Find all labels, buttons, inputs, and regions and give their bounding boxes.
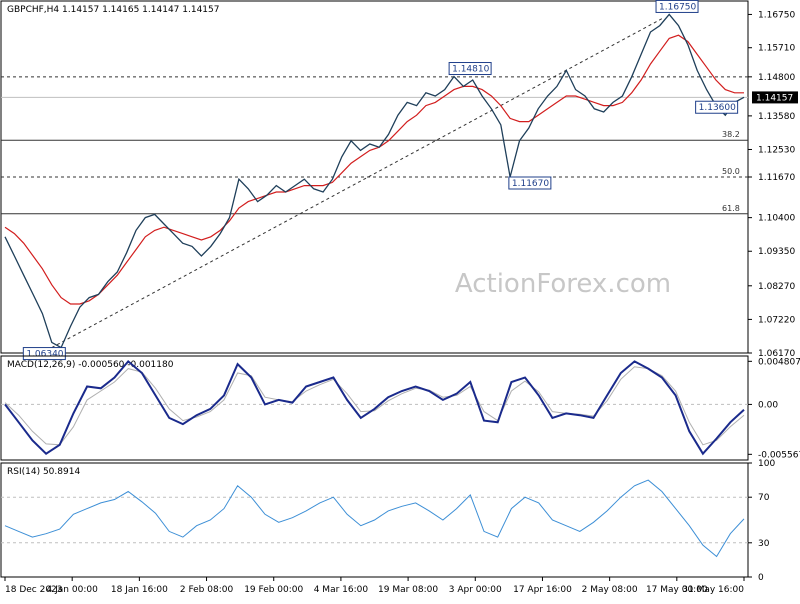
- time-axis-label: 2 May 08:00: [582, 585, 638, 595]
- price-y-tick-label: 1.14800: [758, 73, 795, 83]
- time-axis-label: 2 Feb 08:00: [180, 585, 234, 595]
- swing-label-box: [695, 100, 739, 114]
- price-y-tick-label: 1.12530: [758, 145, 795, 155]
- rsi-frame: [0, 462, 749, 578]
- time-axis-label: 18 Dec 2023: [5, 585, 63, 595]
- macd-line: [4, 359, 745, 456]
- price-title: GBPCHF,H4 1.14157 1.14165 1.14147 1.1415…: [7, 5, 219, 15]
- time-axis-label: 31 May 16:00: [682, 585, 744, 595]
- time-axis-label: 17 Apr 16:00: [513, 585, 572, 595]
- macd-title: MACD(12,26,9) -0.000560 -0.001180: [7, 360, 174, 370]
- price-y-tick-label: 1.10400: [758, 214, 795, 224]
- fib-level-label: 50.0: [722, 167, 740, 176]
- swing-label: 1.11670: [512, 179, 549, 189]
- swing-label-box: [655, 0, 699, 13]
- rsi-line: [4, 479, 745, 558]
- last-price-tag: [752, 91, 798, 104]
- time-axis-label: 3 Apr 00:00: [449, 585, 502, 595]
- swing-label: 1.14810: [452, 65, 489, 75]
- macd-frame: [0, 355, 749, 461]
- rsi-y-tick-label: 0: [758, 573, 764, 583]
- rsi-y-tick-label: 70: [758, 493, 770, 503]
- price-y-tick-label: 1.06170: [758, 349, 795, 359]
- price-y-tick-label: 1.09350: [758, 247, 795, 257]
- swing-label-box: [508, 176, 552, 190]
- time-axis-label: 4 Mar 16:00: [314, 585, 369, 595]
- swing-label-box: [448, 62, 492, 76]
- price-y-tick-label: 1.15710: [758, 44, 795, 54]
- price-y-tick-label: 1.08270: [758, 282, 795, 292]
- swing-label: 1.16750: [659, 2, 696, 12]
- swing-label-box: [22, 347, 66, 361]
- fib-level-label: 38.2: [722, 130, 740, 139]
- macd-panel: MACD(12,26,9) -0.000560 -0.001180 0.00480…: [0, 355, 800, 461]
- price-panel: GBPCHF,H4 1.14157 1.14165 1.14147 1.1415…: [0, 0, 798, 361]
- time-axis-label: 4 Jan 00:00: [47, 585, 99, 595]
- price-y-tick-label: 1.07220: [758, 315, 795, 325]
- rsi-panel: RSI(14) 50.8914 100 70 30 0: [0, 459, 775, 583]
- trend-line: [51, 18, 663, 349]
- fib-level-label: 61.8: [722, 204, 740, 213]
- moving-average-line: [4, 34, 744, 305]
- rsi-y-tick-label: 30: [758, 539, 770, 549]
- time-axis-label: 19 Mar 08:00: [378, 585, 438, 595]
- macd-y-tick-label: 0.004807: [758, 357, 800, 367]
- macd-signal-line: [4, 366, 745, 446]
- rsi-title: RSI(14) 50.8914: [7, 467, 80, 477]
- swing-label: 1.13600: [699, 103, 736, 113]
- time-axis-label: 19 Feb 00:00: [244, 585, 303, 595]
- price-y-tick-label: 1.13580: [758, 112, 795, 122]
- time-axis-label: 17 May 00:00: [646, 585, 708, 595]
- macd-y-tick-label: -0.005567: [758, 450, 800, 460]
- swing-label: 1.06340: [26, 350, 63, 360]
- watermark-text: ActionForex.com: [455, 269, 671, 299]
- last-price-label: 1.14157: [756, 93, 793, 103]
- macd-y-tick-label: 0.00: [758, 400, 778, 410]
- price-y-tick-label: 1.16750: [758, 10, 795, 20]
- price-line: [4, 13, 745, 349]
- rsi-y-tick-label: 100: [758, 459, 775, 469]
- price-y-tick-label: 1.11670: [758, 173, 795, 183]
- time-axis-label: 18 Jan 16:00: [111, 585, 168, 595]
